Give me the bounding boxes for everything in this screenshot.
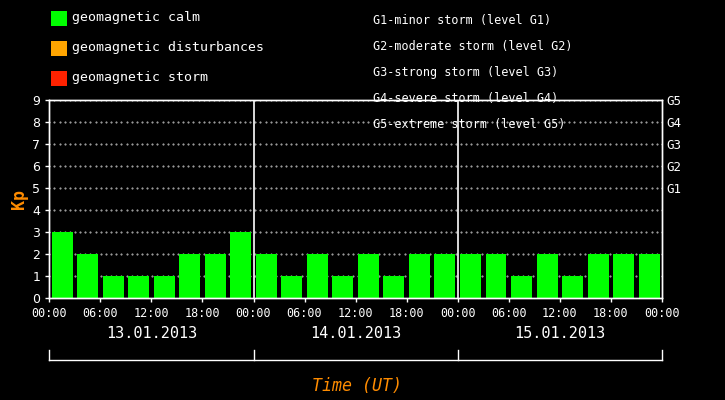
- Bar: [103, 276, 123, 298]
- Bar: [562, 276, 583, 298]
- Bar: [511, 276, 532, 298]
- Text: geomagnetic storm: geomagnetic storm: [72, 72, 209, 84]
- Bar: [332, 276, 353, 298]
- Bar: [460, 254, 481, 298]
- Bar: [358, 254, 379, 298]
- Bar: [588, 254, 608, 298]
- Bar: [639, 254, 660, 298]
- Y-axis label: Kp: Kp: [10, 189, 28, 209]
- Text: G5-extreme storm (level G5): G5-extreme storm (level G5): [373, 118, 566, 131]
- Text: 15.01.2013: 15.01.2013: [514, 326, 605, 342]
- Text: geomagnetic disturbances: geomagnetic disturbances: [72, 42, 265, 54]
- Bar: [179, 254, 200, 298]
- Bar: [128, 276, 149, 298]
- Text: Time (UT): Time (UT): [312, 377, 402, 395]
- Bar: [231, 232, 251, 298]
- Bar: [613, 254, 634, 298]
- Bar: [281, 276, 302, 298]
- Bar: [434, 254, 455, 298]
- Bar: [536, 254, 558, 298]
- Bar: [77, 254, 98, 298]
- Text: G4-severe storm (level G4): G4-severe storm (level G4): [373, 92, 559, 105]
- Bar: [307, 254, 328, 298]
- Bar: [409, 254, 430, 298]
- Text: G3-strong storm (level G3): G3-strong storm (level G3): [373, 66, 559, 79]
- Text: geomagnetic calm: geomagnetic calm: [72, 12, 201, 24]
- Bar: [204, 254, 225, 298]
- Bar: [154, 276, 175, 298]
- Bar: [256, 254, 277, 298]
- Text: G2-moderate storm (level G2): G2-moderate storm (level G2): [373, 40, 573, 53]
- Bar: [51, 232, 72, 298]
- Text: 13.01.2013: 13.01.2013: [106, 326, 197, 342]
- Bar: [486, 254, 507, 298]
- Bar: [384, 276, 405, 298]
- Text: 14.01.2013: 14.01.2013: [310, 326, 401, 342]
- Text: G1-minor storm (level G1): G1-minor storm (level G1): [373, 14, 552, 27]
